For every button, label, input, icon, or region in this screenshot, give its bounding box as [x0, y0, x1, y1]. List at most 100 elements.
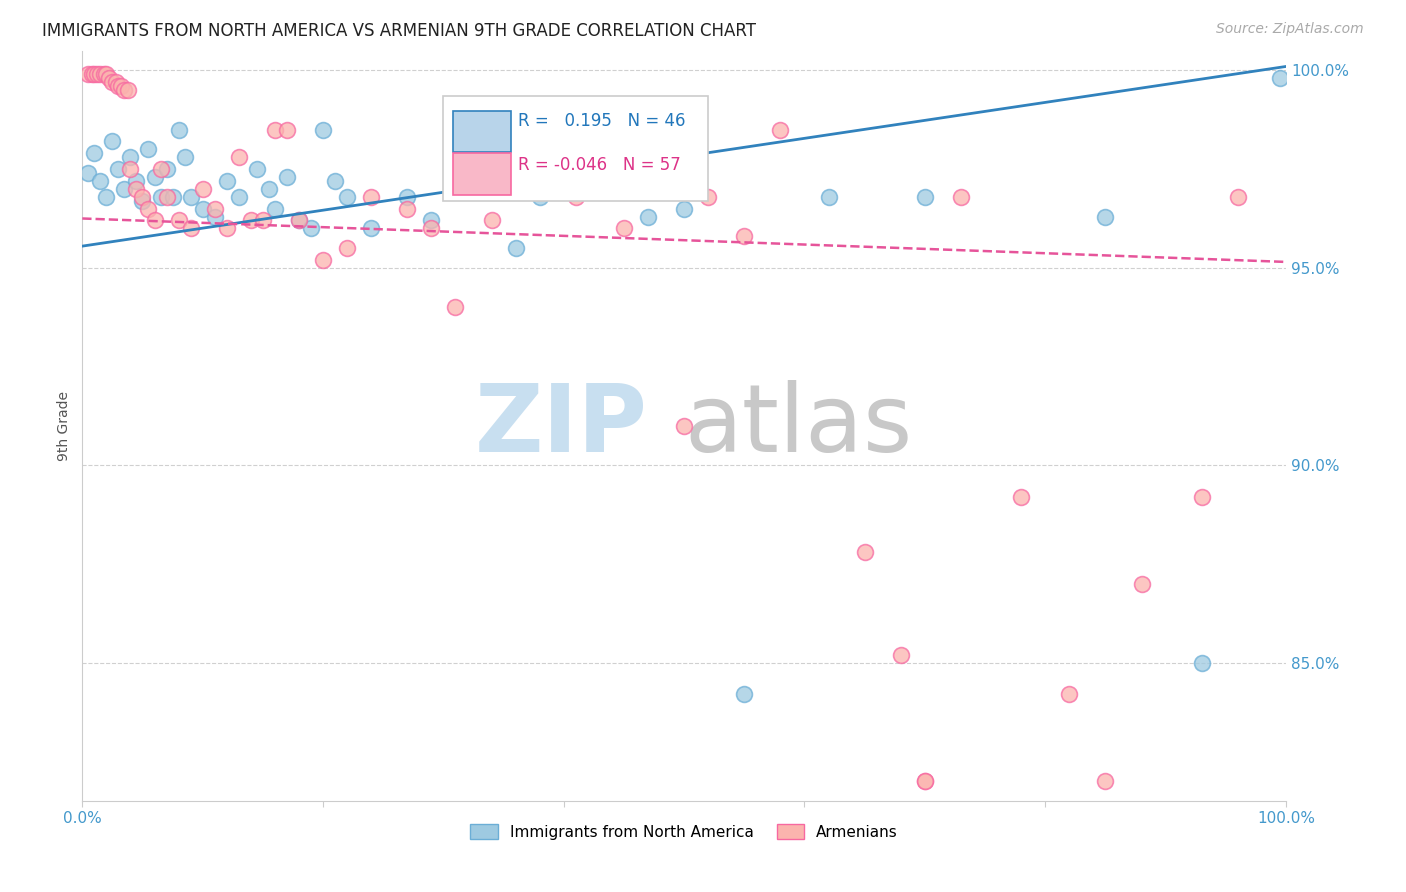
Point [97, 71, 120, 86]
Point [336, 241, 359, 255]
Point [80, 67, 103, 81]
Point [143, 213, 166, 227]
Point [167, 213, 190, 227]
Point [890, 648, 912, 662]
Text: ZIP: ZIP [475, 380, 648, 472]
Point [89, 67, 111, 81]
Point [264, 202, 287, 216]
Point [239, 213, 262, 227]
Point [312, 122, 335, 136]
Point [1094, 210, 1116, 224]
Point [257, 182, 280, 196]
Point [96, 67, 118, 81]
Point [529, 190, 551, 204]
Point [673, 202, 696, 216]
FancyBboxPatch shape [453, 111, 510, 152]
Point [276, 169, 298, 184]
Point [288, 213, 311, 227]
Point [120, 150, 142, 164]
Point [733, 229, 755, 244]
Point [1191, 656, 1213, 670]
Point [180, 190, 202, 204]
Point [131, 190, 153, 204]
Point [817, 190, 839, 204]
Point [83, 67, 105, 81]
Point [914, 774, 936, 789]
Point [149, 162, 172, 177]
Point [83, 146, 105, 161]
Point [101, 75, 124, 89]
Point [86, 67, 108, 81]
Point [125, 182, 148, 196]
Point [360, 221, 382, 235]
Point [288, 213, 311, 227]
Point [853, 545, 876, 559]
Point [481, 213, 503, 227]
Point [613, 221, 636, 235]
Point [444, 301, 467, 315]
Point [228, 150, 250, 164]
Point [215, 174, 238, 188]
Point [215, 221, 238, 235]
Point [1226, 190, 1249, 204]
Point [138, 202, 160, 216]
Point [110, 79, 132, 94]
Point [167, 122, 190, 136]
Point [673, 418, 696, 433]
Point [505, 241, 527, 255]
Point [246, 162, 269, 177]
Point [93, 67, 115, 81]
Point [769, 122, 792, 136]
Point [204, 210, 226, 224]
Point [264, 122, 287, 136]
Point [228, 190, 250, 204]
Point [112, 83, 135, 97]
Point [112, 182, 135, 196]
Point [77, 67, 100, 81]
Point [96, 190, 118, 204]
Point [162, 190, 184, 204]
Point [1010, 490, 1032, 504]
Point [155, 162, 177, 177]
Point [89, 174, 111, 188]
Text: R = -0.046   N = 57: R = -0.046 N = 57 [517, 156, 681, 174]
Point [117, 83, 139, 97]
Point [299, 221, 322, 235]
Point [733, 687, 755, 701]
Point [173, 150, 195, 164]
Point [914, 190, 936, 204]
Point [456, 182, 478, 196]
Point [191, 202, 214, 216]
Point [336, 190, 359, 204]
Point [180, 221, 202, 235]
Point [312, 252, 335, 267]
Point [697, 190, 720, 204]
Legend: Immigrants from North America, Armenians: Immigrants from North America, Armenians [464, 818, 904, 846]
Point [949, 190, 972, 204]
Point [276, 122, 298, 136]
Point [155, 190, 177, 204]
Point [323, 174, 346, 188]
Point [565, 190, 588, 204]
Text: R =   0.195   N = 46: R = 0.195 N = 46 [517, 112, 686, 130]
Point [1191, 490, 1213, 504]
Point [191, 182, 214, 196]
Text: IMMIGRANTS FROM NORTH AMERICA VS ARMENIAN 9TH GRADE CORRELATION CHART: IMMIGRANTS FROM NORTH AMERICA VS ARMENIA… [42, 22, 756, 40]
Point [204, 202, 226, 216]
Text: Source: ZipAtlas.com: Source: ZipAtlas.com [1216, 22, 1364, 37]
Point [576, 162, 599, 177]
Point [1059, 687, 1081, 701]
Point [1130, 576, 1153, 591]
Point [120, 162, 142, 177]
Point [396, 190, 419, 204]
Point [149, 190, 172, 204]
Point [1094, 774, 1116, 789]
Point [125, 174, 148, 188]
Text: atlas: atlas [685, 380, 912, 472]
Point [252, 213, 274, 227]
Point [138, 142, 160, 156]
Point [107, 162, 129, 177]
FancyBboxPatch shape [443, 95, 709, 201]
Point [131, 194, 153, 208]
Y-axis label: 9th Grade: 9th Grade [58, 391, 72, 461]
